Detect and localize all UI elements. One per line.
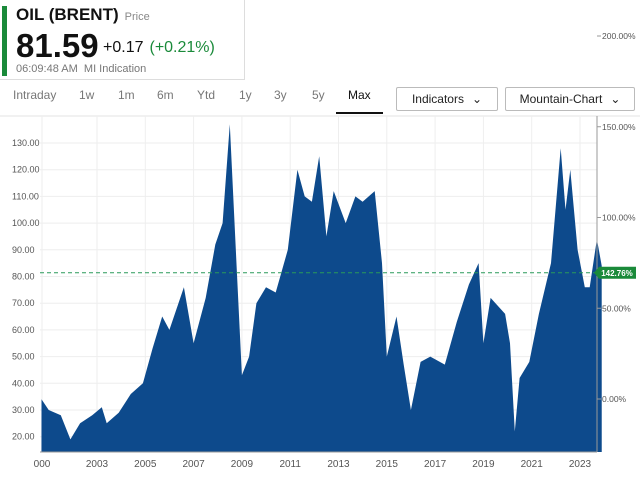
- y-right-tick: 100.00%: [602, 213, 636, 223]
- y-right-tick: 50.00%: [602, 303, 631, 313]
- chevron-down-icon: ⌄: [610, 92, 621, 106]
- timestamp: 06:09:48 AM: [16, 63, 78, 75]
- tab-1m[interactable]: 1m: [118, 88, 135, 102]
- tab-1w[interactable]: 1w: [79, 88, 95, 102]
- quote-time: 06:09:48 AM MI Indication: [16, 63, 146, 75]
- y-left-tick: 40.00: [12, 378, 35, 388]
- change-pct: (+0.21%): [149, 39, 215, 56]
- y-left-tick: 70.00: [12, 298, 35, 308]
- chevron-down-icon: ⌄: [471, 92, 483, 106]
- indicators-dropdown[interactable]: Indicators ⌄: [396, 87, 498, 111]
- y-left-tick: 110.00: [12, 191, 39, 201]
- range-tabs: Intraday 1w 1m 6m Ytd 1y 3y 5y Max: [0, 86, 640, 114]
- y-right-tick: 0.00%: [602, 394, 627, 404]
- y-left-tick: 100.00: [12, 218, 40, 228]
- y-right-tick: 200.00%: [602, 31, 636, 41]
- tab-1y[interactable]: 1y: [239, 88, 252, 102]
- x-tick: 2019: [472, 459, 495, 470]
- y-left-tick: 50.00: [12, 352, 35, 362]
- x-tick: 2007: [182, 459, 205, 470]
- x-tick: 2017: [424, 459, 447, 470]
- chart-type-dropdown[interactable]: Mountain-Chart ⌄: [505, 87, 635, 111]
- x-tick: 2023: [569, 459, 592, 470]
- x-tick: 2011: [279, 459, 301, 470]
- price-area: [41, 124, 602, 453]
- y-left-tick: 60.00: [12, 325, 35, 335]
- y-left-tick: 120.00: [12, 165, 40, 175]
- quote-source: MI Indication: [83, 63, 147, 75]
- y-right-tick: 150.00%: [602, 122, 636, 132]
- accent-bar: [2, 6, 7, 76]
- y-left-tick: 90.00: [12, 245, 35, 255]
- tab-3y[interactable]: 3y: [274, 88, 287, 102]
- x-tick: 2009: [231, 459, 254, 470]
- y-left-tick: 130.00: [12, 138, 40, 148]
- price-value: 81.59: [16, 27, 99, 64]
- tab-5y[interactable]: 5y: [312, 88, 325, 102]
- instrument-title: OIL (BRENT): [16, 5, 119, 24]
- y-left-tick: 30.00: [12, 405, 35, 415]
- instrument-name: OIL (BRENT) Price: [16, 5, 150, 25]
- tab-intraday[interactable]: Intraday: [13, 88, 57, 102]
- x-tick: 000: [34, 459, 51, 470]
- y-left-tick: 80.00: [12, 272, 35, 282]
- y-left-tick: 20.00: [12, 432, 35, 442]
- current-pct-badge: [594, 266, 636, 279]
- x-tick: 2005: [134, 459, 157, 470]
- price-label: Price: [124, 11, 150, 23]
- change-abs: +0.17: [103, 39, 144, 56]
- price-change: +0.17 (+0.21%): [103, 39, 215, 57]
- tab-ytd[interactable]: Ytd: [197, 88, 216, 102]
- current-pct-label: 142.76%: [601, 269, 633, 278]
- tab-6m[interactable]: 6m: [157, 88, 174, 102]
- x-tick: 2021: [521, 459, 544, 470]
- x-tick: 2003: [86, 459, 109, 470]
- indicators-label: Indicators: [411, 92, 464, 106]
- x-tick: 2013: [327, 459, 350, 470]
- x-tick: 2015: [376, 459, 399, 470]
- tab-max[interactable]: Max: [336, 88, 383, 114]
- quote-header: OIL (BRENT) Price 81.59 +0.17 (+0.21%) 06:…: [0, 0, 245, 80]
- chart-type-label: Mountain-Chart: [519, 92, 603, 106]
